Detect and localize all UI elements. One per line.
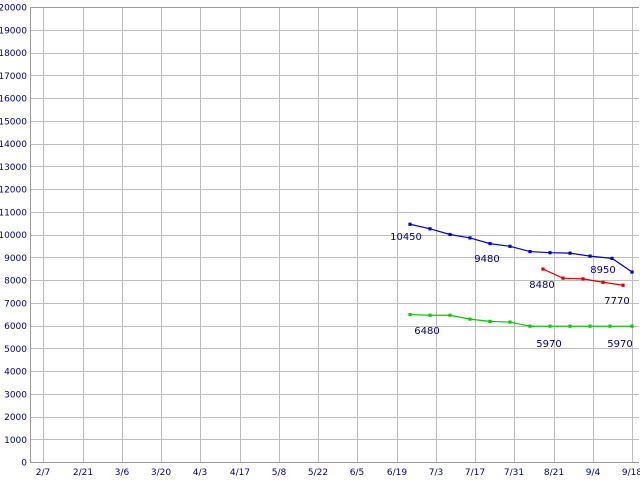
x-tick-label: 7/17: [465, 468, 485, 478]
data-point-marker: [568, 324, 572, 328]
green-end-label: 5970: [607, 339, 632, 350]
y-tick-label: 16000: [0, 95, 27, 105]
y-tick-label: 5000: [4, 345, 27, 355]
y-tick-label: 15000: [0, 117, 27, 127]
x-tick-label: 6/5: [350, 468, 364, 478]
data-point-marker: [630, 270, 634, 274]
y-tick-label: 18000: [0, 49, 27, 59]
y-tick-label: 7000: [4, 299, 27, 309]
y-tick-label: 8000: [4, 277, 27, 287]
green-start-label: 6480: [414, 326, 439, 337]
y-tick-label: 14000: [0, 140, 27, 150]
horizontal-gridlines: [30, 7, 639, 463]
y-tick-label: 20000: [0, 4, 27, 14]
data-point-marker: [608, 324, 612, 328]
data-point-marker: [528, 249, 532, 254]
data-point-marker: [588, 324, 592, 328]
data-point-marker: [588, 254, 592, 258]
blue-late-label: 8950: [590, 265, 615, 276]
y-tick-label: 3000: [4, 390, 27, 400]
data-point-marker: [610, 256, 614, 260]
blue-start-label: 10450: [390, 232, 422, 243]
x-tick-label: 7/31: [504, 468, 524, 478]
data-point-marker: [448, 232, 452, 237]
data-point-marker: [581, 277, 585, 281]
data-series-layer: [408, 222, 634, 328]
data-point-marker: [468, 317, 472, 321]
data-point-marker: [561, 276, 565, 280]
y-tick-label: 2000: [4, 413, 27, 423]
data-point-marker: [528, 324, 532, 328]
vertical-gridlines: [43, 7, 633, 462]
y-tick-label: 10000: [0, 231, 27, 241]
data-point-marker: [468, 236, 472, 240]
data-point-marker: [428, 313, 432, 317]
data-point-marker: [488, 319, 492, 324]
x-tick-label: 4/3: [193, 468, 207, 478]
series-line: [409, 223, 633, 273]
data-point-marker: [541, 267, 545, 271]
data-point-marker: [630, 324, 634, 328]
x-tick-label: 6/19: [387, 468, 407, 478]
y-tick-label: 13000: [0, 163, 27, 173]
data-point-marker: [548, 324, 552, 328]
y-tick-label: 12000: [0, 186, 27, 196]
y-tick-label: 19000: [0, 26, 27, 36]
green-mid-label: 5970: [536, 339, 561, 350]
y-tick-label: 17000: [0, 72, 27, 82]
data-point-marker: [568, 251, 572, 255]
x-axis-tick-labels: 2/7 2/21 3/6 3/20 4/3 4/17 5/8 5/22 6/5 6/19 7/3 7/…: [36, 468, 640, 478]
y-tick-label: 0: [21, 459, 27, 469]
y-axis-tick-labels: 0 1000 2000 3000 4000 5000 6000 7000 8000 9000 100…: [0, 4, 27, 469]
x-tick-label: 8/21: [544, 468, 564, 478]
series-red-series: [541, 267, 625, 287]
data-point-marker: [428, 227, 432, 231]
data-point-marker: [548, 251, 552, 255]
series-blue-series: [408, 222, 634, 274]
data-point-marker: [621, 283, 625, 287]
data-point-labels: 10450 9480 8950 8480 7770 6480 5970 5970: [390, 232, 633, 350]
x-tick-label: 2/7: [36, 468, 50, 478]
data-point-marker: [408, 222, 412, 226]
x-tick-label: 9/18: [622, 468, 640, 478]
x-tick-label: 9/4: [586, 468, 601, 478]
x-tick-label: 7/3: [429, 468, 443, 478]
blue-mid-label: 9480: [474, 254, 499, 265]
x-tick-label: 3/6: [115, 468, 130, 478]
x-tick-label: 5/22: [308, 468, 328, 478]
y-tick-label: 6000: [4, 322, 27, 332]
y-tick-label: 9000: [4, 254, 27, 264]
data-point-marker: [488, 242, 492, 246]
data-point-marker: [408, 312, 412, 317]
x-tick-label: 3/20: [151, 468, 171, 478]
red-end-label: 7770: [604, 296, 629, 307]
red-start-label: 8480: [529, 280, 554, 291]
data-point-marker: [508, 320, 512, 324]
y-tick-label: 11000: [0, 208, 27, 218]
x-tick-label: 5/8: [272, 468, 287, 478]
x-tick-label: 4/17: [230, 468, 250, 478]
y-tick-label: 4000: [4, 368, 27, 378]
plot-frame: [30, 7, 639, 463]
data-point-marker: [601, 280, 605, 284]
data-point-marker: [508, 244, 512, 248]
data-point-marker: [448, 313, 452, 317]
series-green-series: [408, 312, 634, 328]
series-line: [409, 313, 632, 327]
y-tick-label: 1000: [4, 436, 27, 446]
x-tick-label: 2/21: [73, 468, 93, 478]
